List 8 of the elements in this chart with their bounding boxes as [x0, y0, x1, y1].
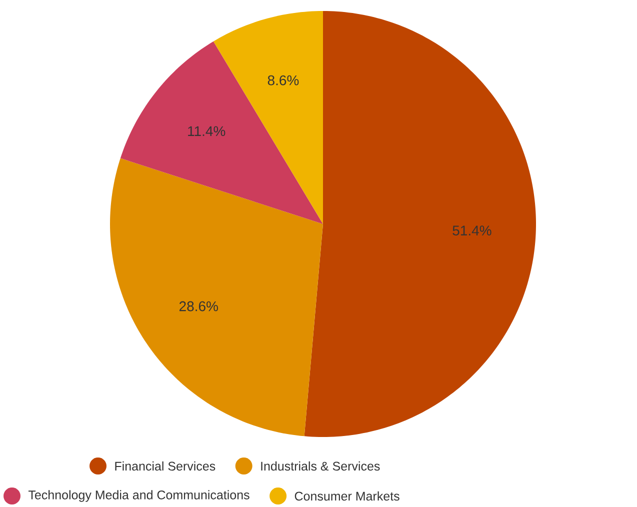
- legend-label: Consumer Markets: [294, 491, 400, 501]
- data-label: 8.6%: [268, 75, 299, 86]
- data-label: 28.6%: [179, 301, 218, 312]
- legend-label: Industrials & Services: [261, 461, 380, 471]
- data-label: 11.4%: [188, 126, 226, 136]
- data-label: 51.4%: [452, 226, 492, 236]
- legend-label: Technology Media and Communications: [28, 490, 250, 502]
- legend-label: Financial Services: [115, 461, 216, 471]
